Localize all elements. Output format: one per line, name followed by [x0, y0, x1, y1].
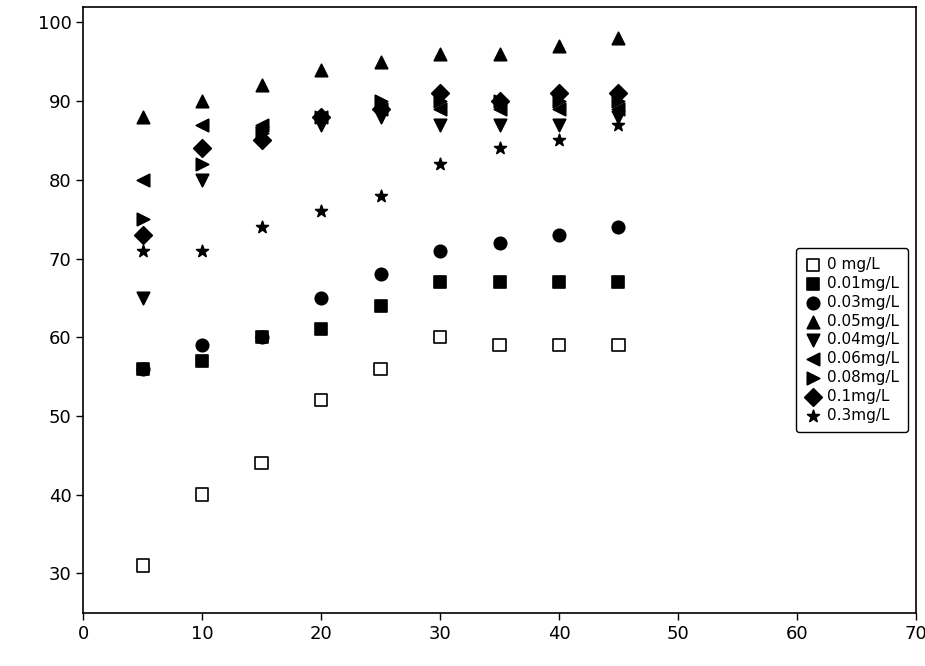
0.01mg/L	[373, 300, 388, 311]
0.06mg/L	[373, 104, 388, 115]
0.03mg/L	[492, 238, 507, 248]
0.3mg/L	[135, 245, 150, 256]
0.03mg/L	[433, 245, 448, 256]
0.05mg/L	[433, 49, 448, 59]
0.04mg/L	[135, 292, 150, 303]
0.05mg/L	[551, 41, 566, 51]
0.01mg/L	[314, 324, 328, 335]
0.01mg/L	[195, 356, 210, 366]
0.06mg/L	[135, 174, 150, 185]
0.03mg/L	[314, 292, 328, 303]
0.1mg/L	[492, 96, 507, 107]
0.1mg/L	[135, 230, 150, 240]
0.08mg/L	[195, 159, 210, 169]
0 mg/L	[433, 332, 448, 342]
0.04mg/L	[551, 119, 566, 130]
Legend: 0 mg/L, 0.01mg/L, 0.03mg/L, 0.05mg/L, 0.04mg/L, 0.06mg/L, 0.08mg/L, 0.1mg/L, 0.3: 0 mg/L, 0.01mg/L, 0.03mg/L, 0.05mg/L, 0.…	[796, 248, 908, 432]
0.08mg/L	[373, 96, 388, 107]
0.06mg/L	[492, 104, 507, 115]
0.08mg/L	[314, 111, 328, 122]
0.04mg/L	[195, 174, 210, 185]
0.04mg/L	[433, 119, 448, 130]
0.03mg/L	[254, 332, 269, 342]
0.04mg/L	[373, 111, 388, 122]
0.08mg/L	[492, 96, 507, 107]
0.3mg/L	[373, 190, 388, 201]
0.01mg/L	[611, 277, 626, 288]
0.03mg/L	[611, 222, 626, 232]
0 mg/L	[314, 395, 328, 406]
0.3mg/L	[254, 222, 269, 232]
0.03mg/L	[195, 340, 210, 350]
0.08mg/L	[433, 96, 448, 107]
0.06mg/L	[551, 104, 566, 115]
0.08mg/L	[135, 214, 150, 224]
0.3mg/L	[314, 206, 328, 216]
0.08mg/L	[611, 96, 626, 107]
0.01mg/L	[135, 364, 150, 374]
0.01mg/L	[254, 332, 269, 342]
0.1mg/L	[611, 88, 626, 99]
0 mg/L	[492, 340, 507, 350]
0.3mg/L	[492, 143, 507, 154]
0.05mg/L	[611, 33, 626, 43]
0.04mg/L	[314, 119, 328, 130]
0.08mg/L	[254, 127, 269, 138]
0.06mg/L	[195, 119, 210, 130]
0.1mg/L	[195, 143, 210, 154]
0.04mg/L	[611, 111, 626, 122]
0.05mg/L	[314, 65, 328, 75]
0 mg/L	[551, 340, 566, 350]
0.06mg/L	[433, 104, 448, 115]
0.06mg/L	[314, 111, 328, 122]
0 mg/L	[611, 340, 626, 350]
0.1mg/L	[254, 135, 269, 146]
0.03mg/L	[551, 230, 566, 240]
0.03mg/L	[373, 269, 388, 280]
0.03mg/L	[135, 364, 150, 374]
0.1mg/L	[373, 104, 388, 115]
0.3mg/L	[611, 119, 626, 130]
0.01mg/L	[492, 277, 507, 288]
0.01mg/L	[433, 277, 448, 288]
0.06mg/L	[254, 119, 269, 130]
0.08mg/L	[551, 96, 566, 107]
0 mg/L	[195, 490, 210, 500]
0.05mg/L	[492, 49, 507, 59]
0.05mg/L	[135, 111, 150, 122]
0.3mg/L	[195, 245, 210, 256]
0 mg/L	[373, 364, 388, 374]
0.05mg/L	[195, 96, 210, 107]
0.06mg/L	[611, 104, 626, 115]
0.04mg/L	[492, 119, 507, 130]
0 mg/L	[135, 560, 150, 571]
0.1mg/L	[314, 111, 328, 122]
0.04mg/L	[254, 127, 269, 138]
0.05mg/L	[373, 57, 388, 67]
0.3mg/L	[433, 159, 448, 169]
0.3mg/L	[551, 135, 566, 146]
0.05mg/L	[254, 80, 269, 91]
0 mg/L	[254, 458, 269, 468]
0.1mg/L	[551, 88, 566, 99]
0.01mg/L	[551, 277, 566, 288]
0.1mg/L	[433, 88, 448, 99]
